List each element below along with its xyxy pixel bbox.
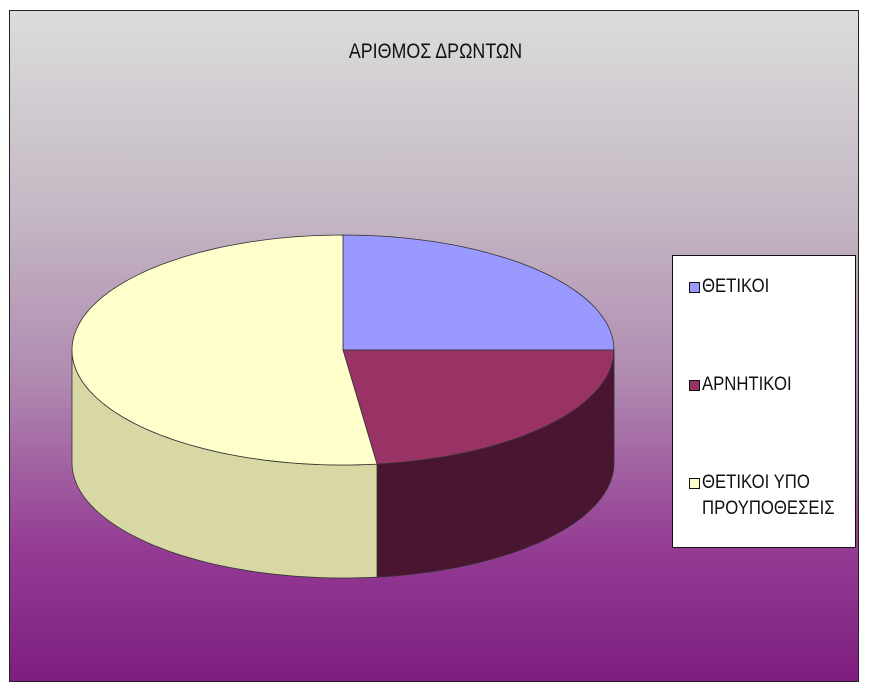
legend-swatch [689,380,700,391]
pie-slice [342,234,615,351]
legend-swatch [689,478,700,489]
legend-item: ΘΕΤΙΚΟΙ ΥΠΟ ΠΡΟΥΠΟΘΕΣΕΙΣ [689,470,849,522]
chart-title: ΑΡΙΘΜΟΣ ΔΡΩΝΤΩΝ [348,40,523,63]
pie-slice [342,349,615,465]
legend-label: ΑΡΝΗΤΙΚΟΙ [702,374,792,395]
legend-swatch [689,282,700,293]
pie-slice [71,234,378,466]
legend: ΘΕΤΙΚΟΙ ΑΡΝΗΤΙΚΟΙ ΘΕΤΙΚΟΙ ΥΠΟ ΠΡΟΥΠΟΘΕΣΕΙΣ [672,255,856,548]
legend-item: ΑΡΝΗΤΙΚΟΙ [689,372,849,398]
legend-label: ΘΕΤΙΚΟΙ [702,276,770,297]
legend-label: ΘΕΤΙΚΟΙ ΥΠΟ ΠΡΟΥΠΟΘΕΣΕΙΣ [702,472,835,519]
legend-item: ΘΕΤΙΚΟΙ [689,274,849,300]
